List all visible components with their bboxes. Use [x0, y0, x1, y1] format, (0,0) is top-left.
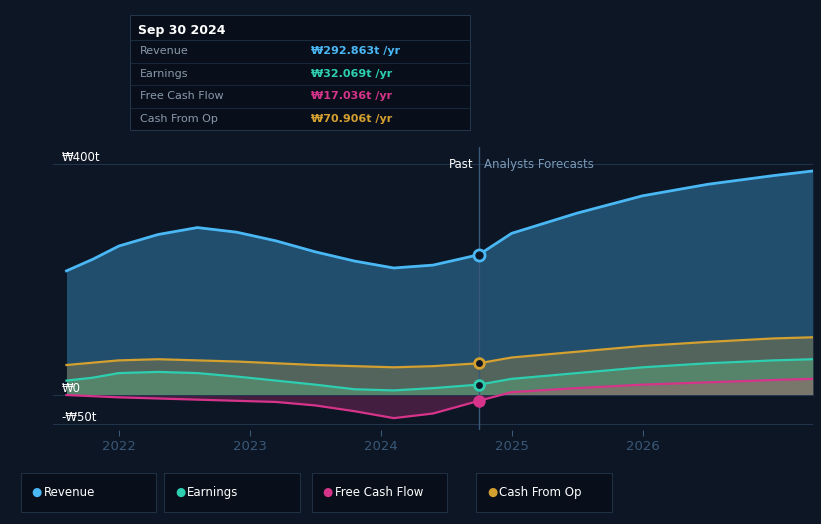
Text: ₩0: ₩0	[62, 382, 80, 395]
Text: -₩50t: -₩50t	[62, 411, 97, 424]
Text: Analysts Forecasts: Analysts Forecasts	[484, 158, 594, 171]
Text: Sep 30 2024: Sep 30 2024	[138, 24, 226, 37]
Text: Free Cash Flow: Free Cash Flow	[335, 486, 424, 499]
Text: Earnings: Earnings	[187, 486, 239, 499]
Text: ₩32.069t /yr: ₩32.069t /yr	[310, 69, 392, 79]
Text: ●: ●	[175, 486, 185, 499]
Text: ●: ●	[487, 486, 497, 499]
Text: Past: Past	[449, 158, 474, 171]
Text: ₩70.906t /yr: ₩70.906t /yr	[310, 114, 392, 124]
Text: ●: ●	[323, 486, 333, 499]
Text: Free Cash Flow: Free Cash Flow	[140, 91, 223, 101]
Text: Revenue: Revenue	[140, 47, 189, 57]
Text: ₩17.036t /yr: ₩17.036t /yr	[310, 91, 392, 101]
Text: ₩400t: ₩400t	[62, 151, 100, 164]
Text: Cash From Op: Cash From Op	[140, 114, 218, 124]
Text: ●: ●	[31, 486, 41, 499]
Text: Earnings: Earnings	[140, 69, 188, 79]
Text: ₩292.863t /yr: ₩292.863t /yr	[310, 47, 400, 57]
Text: Revenue: Revenue	[44, 486, 95, 499]
Text: Cash From Op: Cash From Op	[499, 486, 581, 499]
